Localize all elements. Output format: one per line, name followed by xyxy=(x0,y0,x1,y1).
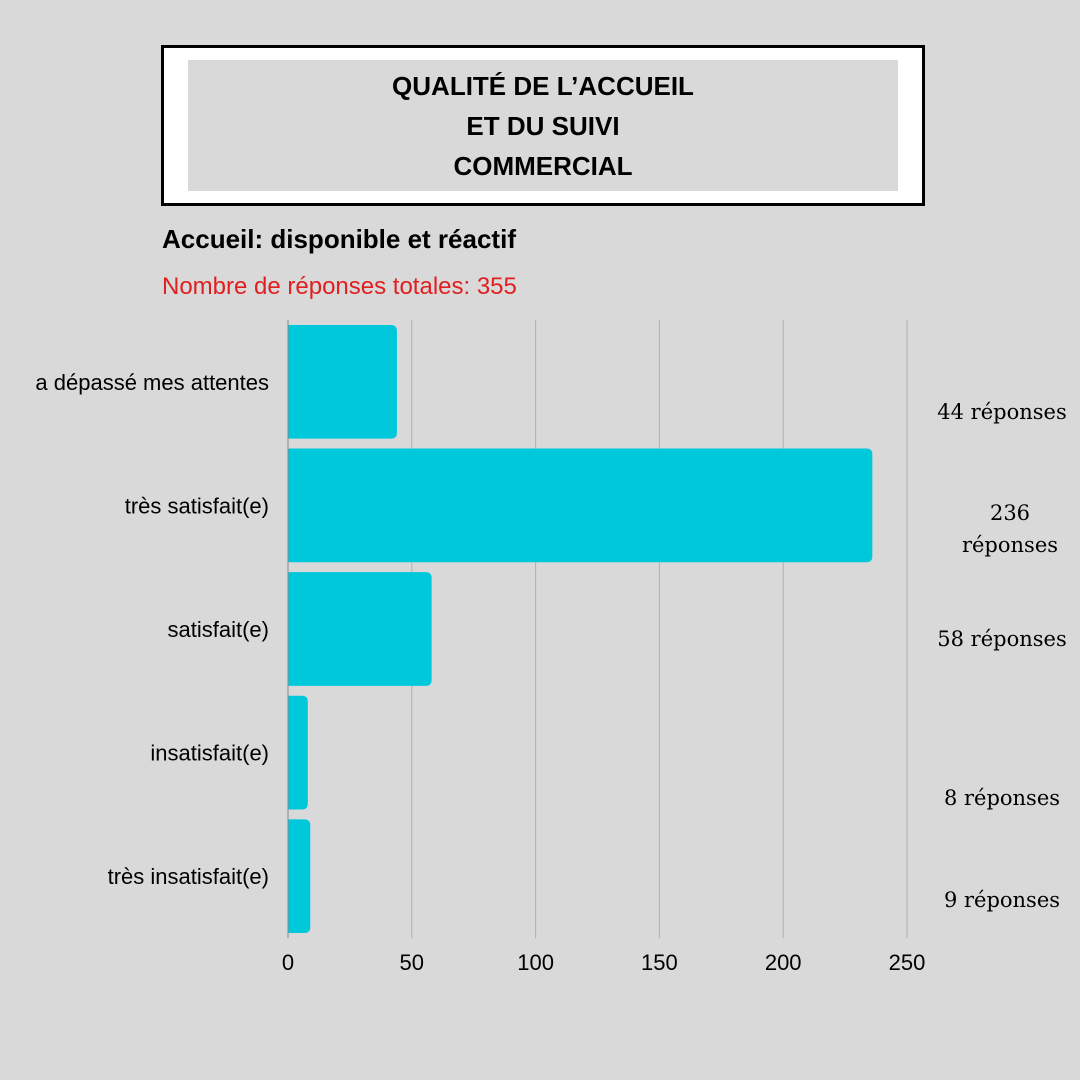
category-label: insatisfait(e) xyxy=(150,741,269,766)
value-label: 44 réponses xyxy=(937,400,1066,424)
category-label: satisfait(e) xyxy=(168,617,269,642)
total-responses-note: Nombre de réponses totales: 355 xyxy=(162,273,517,300)
x-tick-label: 100 xyxy=(517,950,554,975)
title-line-3: COMMERCIAL xyxy=(453,150,633,181)
x-tick-label: 50 xyxy=(400,950,424,975)
x-tick-label: 250 xyxy=(889,950,926,975)
title-inner: QUALITÉ DE L’ACCUEIL ET DU SUIVI COMMERC… xyxy=(188,60,898,191)
title-line-1: QUALITÉ DE L’ACCUEIL xyxy=(392,70,694,101)
value-label: 236 xyxy=(990,501,1030,525)
value-label: 8 réponses xyxy=(944,786,1060,810)
category-label: très insatisfait(e) xyxy=(108,864,269,889)
category-label: a dépassé mes attentes xyxy=(35,370,269,395)
bar xyxy=(288,324,397,439)
chart-subtitle: Accueil: disponible et réactif xyxy=(162,224,516,254)
x-tick-label: 150 xyxy=(641,950,678,975)
x-tick-label: 0 xyxy=(282,950,294,975)
bar xyxy=(288,572,432,686)
title-box: QUALITÉ DE L’ACCUEIL ET DU SUIVI COMMERC… xyxy=(161,45,925,206)
x-tick-label: 200 xyxy=(765,950,802,975)
bar xyxy=(288,695,308,810)
bar xyxy=(288,448,873,563)
value-label: 58 réponses xyxy=(937,627,1066,651)
value-label: réponses xyxy=(962,533,1058,557)
bar xyxy=(288,819,311,934)
value-label: 9 réponses xyxy=(944,888,1060,912)
category-label: très satisfait(e) xyxy=(125,493,269,518)
title-line-2: ET DU SUIVI xyxy=(466,110,620,141)
